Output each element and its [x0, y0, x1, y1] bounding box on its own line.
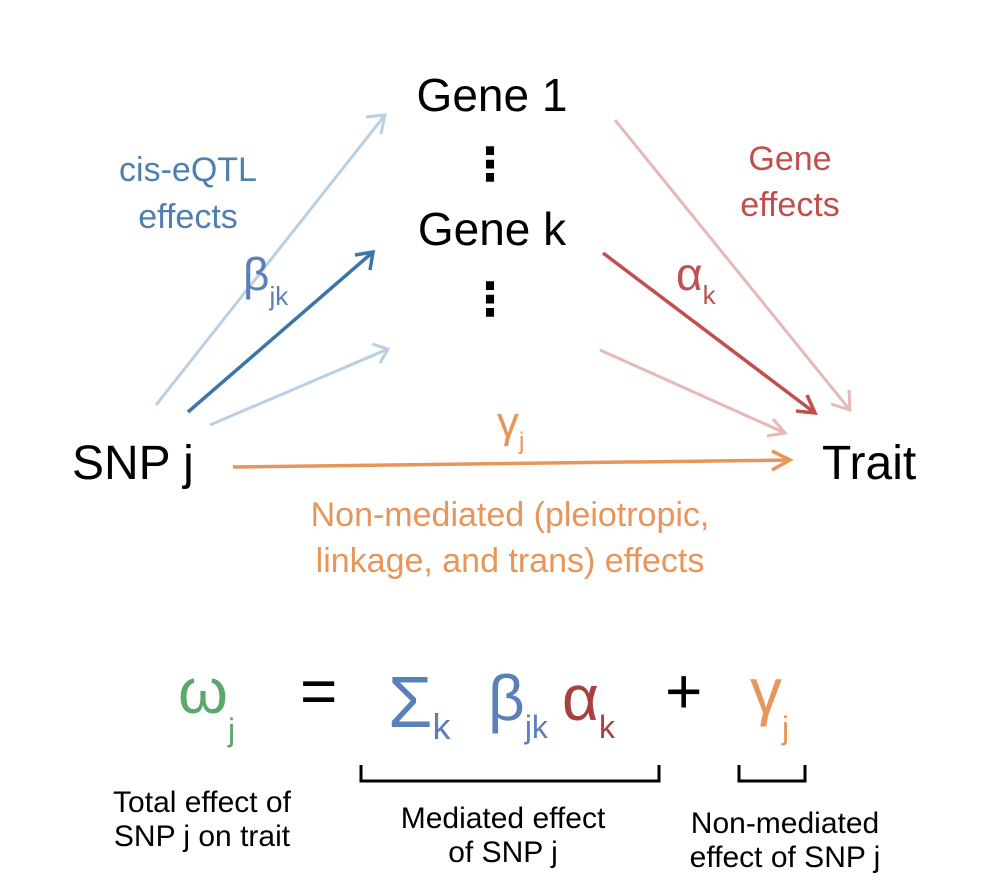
arrow-snp-to-genek	[186, 250, 375, 414]
non-mediated-arrow	[232, 449, 794, 472]
caption-total-line1: Total effect of	[113, 786, 292, 819]
arrow-gene1-to-trait	[613, 119, 852, 411]
cis-eqtl-label-line1: cis-eQTL	[119, 151, 257, 189]
equation: ωj = Σk βjk αk + γj	[178, 655, 789, 748]
arrow-other-gene-to-trait	[599, 348, 786, 435]
node-trait: Trait	[822, 437, 916, 490]
alpha-k: αk	[562, 662, 616, 745]
arrowhead-snp-to-genek	[354, 249, 376, 271]
alpha-k-label: αk	[676, 248, 717, 310]
node-gene-1: Gene 1	[417, 69, 568, 121]
arrowhead-snp-to-other-gene	[371, 342, 391, 364]
gamma-j: γj	[750, 655, 789, 746]
sigma-k: Σk	[388, 663, 452, 747]
arrowhead-snp-to-gene1	[365, 113, 387, 135]
omega-j: ωj	[178, 655, 235, 748]
arrowhead-genek-to-trait	[795, 394, 818, 416]
caption-mediated-line2: of SNP j	[448, 836, 558, 869]
ellipsis-bottom: ⋮	[467, 273, 513, 325]
gene-effects-label-line1: Gene	[748, 140, 831, 178]
beta-jk: βjk	[488, 662, 549, 745]
plus-sign: +	[665, 655, 702, 727]
arrow-genek-to-trait	[601, 251, 817, 415]
arrowhead-other-gene-to-trait	[766, 418, 788, 438]
gamma-j-label: γj	[497, 398, 524, 455]
arrow-snp-to-gene1	[154, 114, 387, 406]
arrow-snp-to-other-gene	[209, 347, 389, 427]
equals-sign: =	[300, 655, 337, 727]
non-mediated-label-line2: linkage, and trans) effects	[316, 542, 705, 580]
node-snp-j: SNP j	[72, 437, 194, 490]
beta-jk-label: βjk	[243, 248, 289, 311]
caption-total-line2: SNP j on trait	[114, 820, 291, 853]
caption-nonmediated-line1: Non-mediated	[691, 807, 879, 840]
ellipsis-top: ⋮	[467, 138, 513, 190]
gene-effects-label-line2: effects	[740, 186, 840, 224]
cis-eqtl-label-line2: effects	[138, 198, 238, 236]
non-mediated-label-line1: Non-mediated (pleiotropic,	[311, 496, 710, 534]
non-mediated-bracket	[737, 765, 807, 783]
node-gene-k: Gene k	[418, 203, 567, 255]
caption-nonmediated-line2: effect of SNP j	[690, 841, 881, 874]
cis-eqtl-arrows	[154, 113, 391, 427]
mediated-bracket	[359, 765, 661, 783]
caption-mediated-line1: Mediated effect	[401, 802, 606, 835]
arrowhead-gene1-to-trait	[830, 389, 852, 413]
gene-effect-arrows	[599, 119, 852, 438]
